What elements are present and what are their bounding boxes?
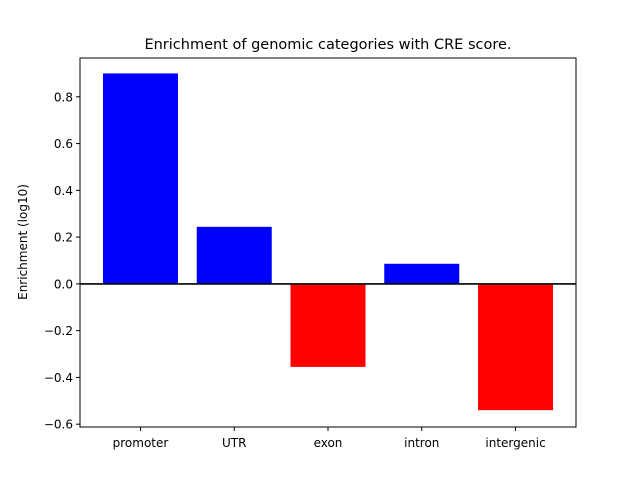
bars-group — [102, 73, 554, 411]
plot-frame — [79, 57, 577, 428]
y-tick-label: 0.6 — [54, 137, 73, 151]
chart-title: Enrichment of genomic categories with CR… — [144, 37, 511, 53]
y-tick-label: −0.6 — [44, 418, 73, 432]
y-tick-label: 0.4 — [54, 184, 73, 198]
y-tick-label: 0.2 — [54, 231, 73, 245]
x-tick-label: UTR — [222, 436, 246, 450]
bar-exon — [290, 283, 366, 367]
bar-promoter — [102, 73, 178, 284]
y-tick-label: 0.8 — [54, 90, 73, 104]
x-tick-label: intergenic — [485, 436, 545, 450]
x-tick-label: intron — [404, 436, 439, 450]
bar-intron — [384, 263, 460, 284]
y-tick-label: −0.4 — [44, 371, 73, 385]
y-axis-label: Enrichment (log10) — [16, 184, 30, 300]
y-tick-label: −0.2 — [44, 324, 73, 338]
y-ticks: −0.6 −0.4 −0.2 0.0 0.2 0.4 0.6 0.8 — [44, 90, 80, 432]
x-tick-label: promoter — [113, 436, 169, 450]
bar-intergenic — [478, 283, 554, 411]
x-ticks: promoter UTR exon intron intergenic — [113, 427, 546, 450]
y-tick-label: 0.0 — [54, 277, 73, 291]
bar-UTR — [196, 226, 272, 284]
x-tick-label: exon — [314, 436, 343, 450]
